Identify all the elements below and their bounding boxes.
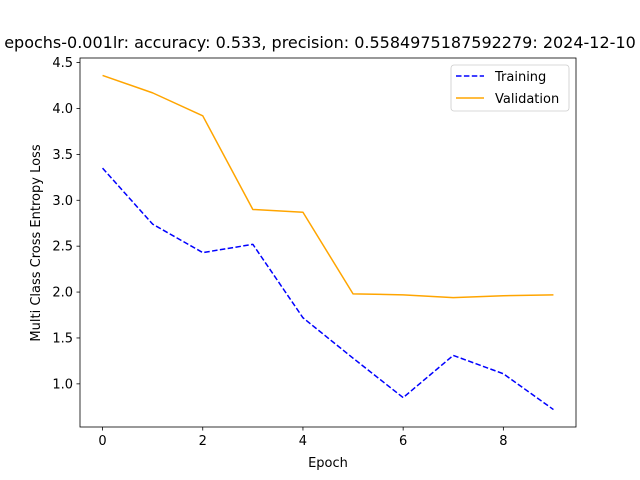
- series-line-validation: [102, 74, 554, 299]
- x-tick-label: 4: [299, 434, 307, 449]
- x-axis-label: Epoch: [308, 456, 348, 471]
- y-tick-label: 1.5: [52, 331, 73, 346]
- x-tick-label: 8: [499, 434, 507, 449]
- axes-frame: [79, 57, 577, 428]
- plot-area: 0 2 4 6 8 1.0 1.5 2.0 2.5 3.0 3.5 4.0 4.5 Training Val…: [52, 56, 577, 449]
- y-tick-label: 2.5: [52, 240, 73, 255]
- series-line-training: [101, 167, 554, 411]
- legend-label-training: Training: [494, 70, 546, 85]
- y-tick-label: 4.5: [52, 56, 73, 71]
- y-tick-label: 4.0: [52, 102, 73, 117]
- y-tick-label: 3.5: [52, 148, 73, 163]
- y-tick-label: 2.0: [52, 286, 73, 301]
- y-tick-label: 3.0: [52, 194, 73, 209]
- y-tick-label: 1.0: [52, 377, 73, 392]
- legend-label-validation: Validation: [495, 92, 559, 107]
- y-axis-label: Multi Class Cross Entropy Loss: [29, 144, 44, 341]
- x-tick-label: 6: [399, 434, 407, 449]
- x-tick-label: 0: [98, 434, 106, 449]
- chart-title: epochs-0.001lr: accuracy: 0.533, precisi…: [4, 33, 636, 52]
- x-tick-label: 2: [199, 434, 207, 449]
